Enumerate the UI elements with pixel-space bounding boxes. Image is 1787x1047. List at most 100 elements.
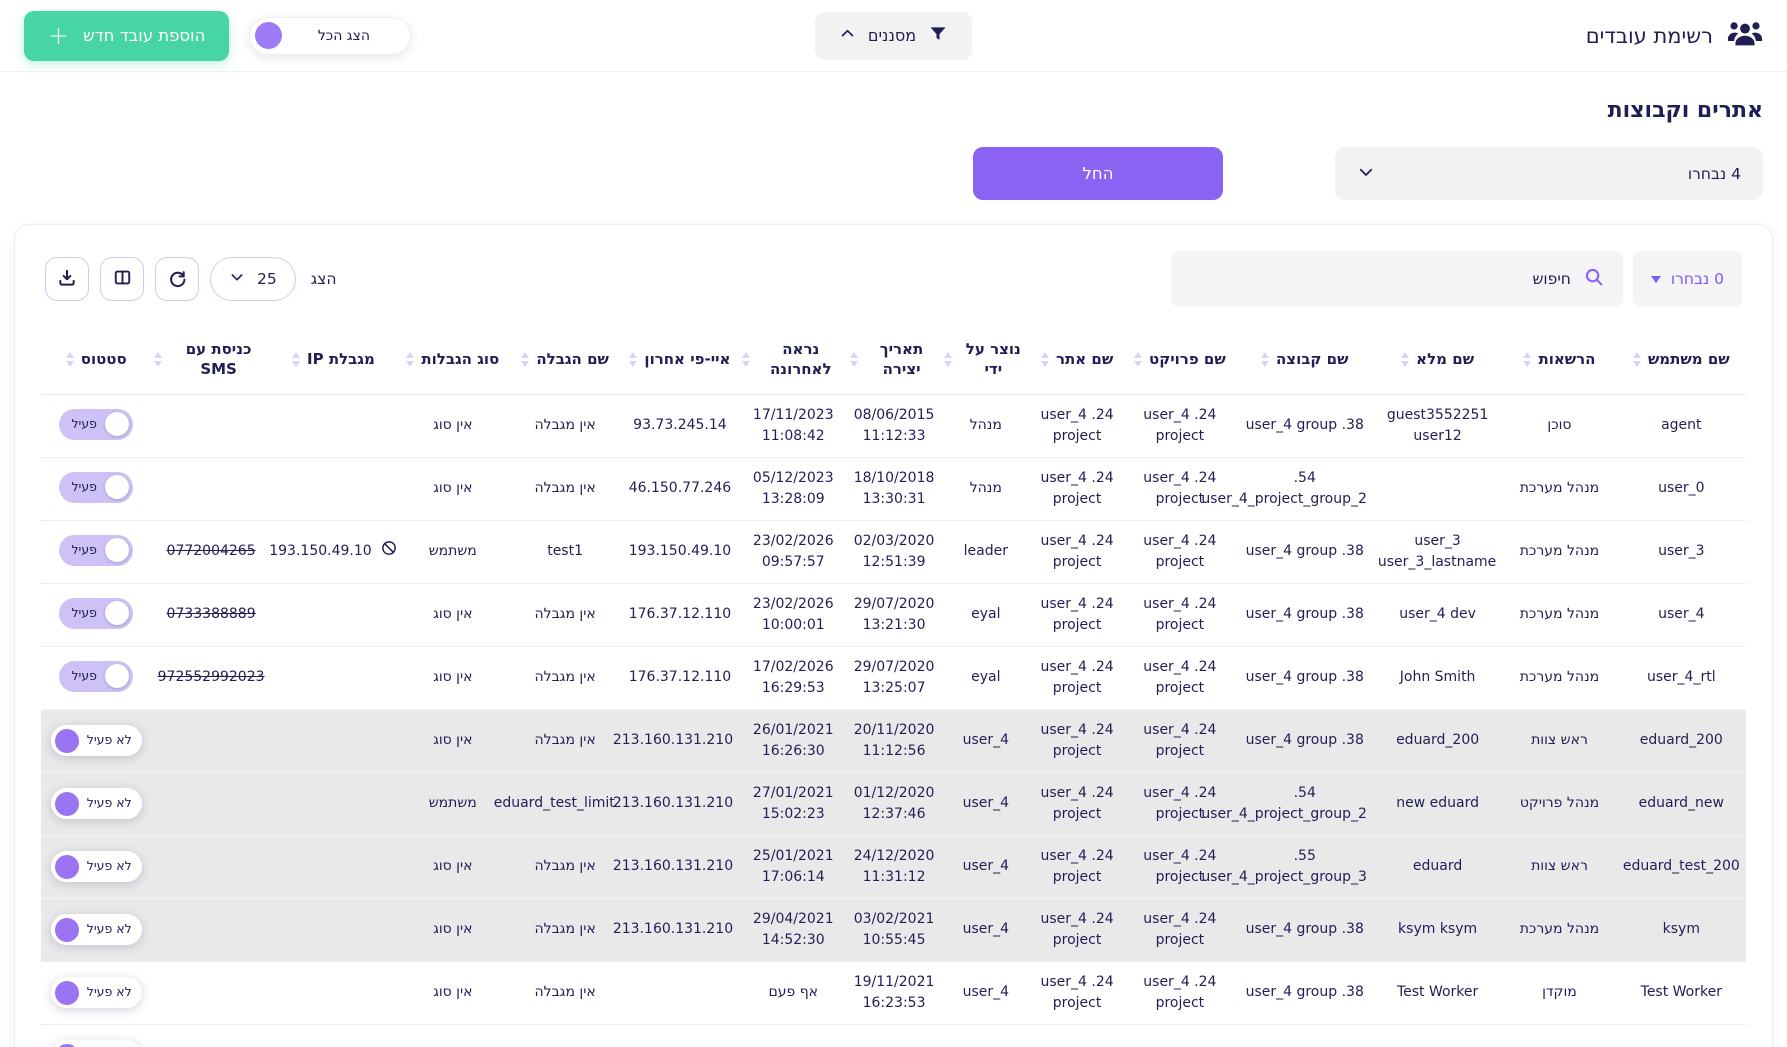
- sort-icon[interactable]: [850, 351, 859, 367]
- employee-row: agent סוכן guest3552251 user12 user_4 group…: [41, 394, 1746, 457]
- sort-icon[interactable]: [1040, 351, 1049, 367]
- column-header-username[interactable]: שם משתמש: [1617, 323, 1746, 394]
- apply-button[interactable]: החל: [973, 147, 1223, 200]
- sort-icon[interactable]: [406, 351, 415, 367]
- column-header-permissions[interactable]: הרשאות: [1502, 323, 1616, 394]
- employee-row: ksym מנהל מערכת ksym ksym user_4 group .38 u…: [41, 898, 1746, 961]
- sort-icon[interactable]: [292, 351, 301, 367]
- refresh-button[interactable]: [155, 257, 199, 301]
- full_name-cell: Test Worker: [1396, 984, 1479, 1001]
- created_by-cell: user_4: [962, 732, 1010, 749]
- full_name-cell: eduard: [1412, 858, 1463, 875]
- triangle-down-icon: [1650, 275, 1661, 283]
- site_name-cell: [1031, 1024, 1123, 1047]
- column-header-created_by[interactable]: נוצר על ידי: [941, 323, 1031, 394]
- last_seen-cell: 17/02/2026 16:29:53: [752, 659, 834, 696]
- group_name-cell: user_4 group .38: [1245, 543, 1364, 560]
- status-toggle[interactable]: לא פעיל: [50, 851, 142, 882]
- project_name-cell: user_4 .24 project: [1143, 470, 1217, 507]
- column-label: נראה לאחרונה: [769, 340, 832, 379]
- column-header-group_name[interactable]: שם קבוצה: [1237, 323, 1373, 394]
- created_by-cell: eyal: [971, 669, 1001, 686]
- sort-icon[interactable]: [629, 351, 638, 367]
- columns-button[interactable]: [100, 257, 144, 301]
- created_at-cell: 20/11/2020 11:12:56: [853, 722, 935, 759]
- blocked-icon: [380, 539, 398, 563]
- last_ip-cell: 213.160.131.210: [612, 921, 734, 938]
- full_name-cell: user_3 user_3_lastname: [1377, 533, 1497, 570]
- status-toggle[interactable]: לא פעיל: [50, 788, 142, 819]
- created_at-cell: 24/12/2020 11:31:12: [853, 848, 935, 885]
- column-header-project_name[interactable]: שם פרויקט: [1123, 323, 1236, 394]
- sort-icon[interactable]: [943, 351, 952, 367]
- employee-row: user_0 מנהל מערכת .54 user_4_project_group…: [41, 457, 1746, 520]
- column-header-site_name[interactable]: שם אתר: [1031, 323, 1123, 394]
- last_ip-cell: 193.150.49.10: [628, 543, 732, 560]
- status-toggle[interactable]: לא פעיל: [50, 725, 142, 756]
- group_name-cell: user_4 group .38: [1245, 732, 1364, 749]
- sites-selected-value: 4 נבחרו: [1687, 164, 1741, 183]
- status-toggle[interactable]: פעיל: [59, 597, 133, 629]
- column-header-sms_phone[interactable]: כניסת עם SMS: [151, 323, 270, 394]
- search-box: [1170, 251, 1623, 307]
- status-toggle[interactable]: פעיל: [59, 660, 133, 692]
- selected-count-dropdown[interactable]: 0 נבחרו: [1632, 251, 1742, 307]
- group_name-cell: .54 user_4_project_group_2: [1201, 785, 1367, 822]
- sort-icon[interactable]: [521, 351, 530, 367]
- limit_type-cell: אין סוג: [433, 732, 473, 749]
- column-header-limit_name[interactable]: שם הגבלה: [509, 323, 620, 394]
- sort-icon[interactable]: [1134, 351, 1142, 367]
- permissions-cell: מנהל פרויקט: [1519, 795, 1600, 812]
- created_by-cell: מנהל: [969, 480, 1002, 497]
- username-cell: eduard_new: [1638, 795, 1724, 812]
- created_by-cell: [941, 1024, 1031, 1047]
- show-all-toggle[interactable]: הצג הכל: [249, 16, 412, 55]
- limit_type-cell: אין סוג: [433, 984, 473, 1001]
- column-header-limit_type[interactable]: סוג הגבלות: [396, 323, 509, 394]
- sort-icon[interactable]: [65, 351, 74, 367]
- created_at-cell: 08/06/2015 11:12:33: [853, 407, 935, 444]
- employee-row: eduard_test_200 ראש צוות eduard .55 user_4_…: [41, 835, 1746, 898]
- limit_type-cell: אין סוג: [433, 480, 473, 497]
- status-toggle[interactable]: לא פעיל: [50, 1040, 142, 1047]
- column-header-ip_limit[interactable]: מגבלת IP: [271, 323, 396, 394]
- status-cell: פעיל: [41, 457, 151, 520]
- sort-icon[interactable]: [742, 351, 751, 367]
- sort-icon[interactable]: [1401, 351, 1410, 367]
- column-label: נוצר על ידי: [965, 340, 1021, 379]
- created_at-cell: 18/10/2018 13:30:31: [853, 470, 935, 507]
- sort-icon[interactable]: [1632, 351, 1641, 367]
- column-header-status[interactable]: סטטוס: [41, 323, 151, 394]
- status-toggle[interactable]: פעיל: [59, 471, 133, 503]
- column-header-created_at[interactable]: תאריך יצירה: [847, 323, 940, 394]
- created_by-cell: user_4: [962, 858, 1010, 875]
- employee-row-partial: לא פעיל: [41, 1024, 1746, 1047]
- sort-icon[interactable]: [1260, 351, 1269, 367]
- column-label: שם קבוצה: [1275, 350, 1349, 369]
- full_name-cell: ksym ksym: [1398, 921, 1478, 938]
- column-header-last_ip[interactable]: איי-פי אחרון: [621, 323, 739, 394]
- page-size-dropdown[interactable]: 25: [210, 257, 296, 301]
- sort-icon[interactable]: [154, 351, 163, 367]
- status-toggle[interactable]: פעיל: [59, 408, 133, 440]
- add-employee-button[interactable]: הוספת עובד חדש +: [23, 10, 230, 61]
- search-input[interactable]: [1188, 270, 1571, 288]
- filters-button[interactable]: מסננים: [814, 11, 973, 60]
- column-header-last_seen[interactable]: נראה לאחרונה: [739, 323, 847, 394]
- project_name-cell: user_4 .24 project: [1143, 911, 1217, 948]
- ip_limit-cell: [271, 898, 396, 961]
- ip_limit-cell: [271, 646, 396, 709]
- limit_name-cell: אין מגבלה: [534, 732, 596, 749]
- status-toggle[interactable]: לא פעיל: [50, 977, 142, 1008]
- full_name-cell: eduard_200: [1396, 732, 1480, 749]
- status-label: לא פעיל: [86, 732, 132, 748]
- sites-groups-dropdown[interactable]: 4 נבחרו: [1335, 147, 1763, 200]
- download-button[interactable]: [45, 257, 89, 301]
- column-label: שם מלא: [1416, 350, 1475, 369]
- status-toggle[interactable]: פעיל: [59, 534, 133, 566]
- column-header-full_name[interactable]: שם מלא: [1373, 323, 1502, 394]
- status-toggle[interactable]: לא פעיל: [50, 914, 142, 945]
- employee-row: user_4_rtl מנהל מערכת John Smith user_4 gro…: [41, 646, 1746, 709]
- chevron-up-icon: [839, 25, 856, 46]
- sort-icon[interactable]: [1523, 351, 1532, 367]
